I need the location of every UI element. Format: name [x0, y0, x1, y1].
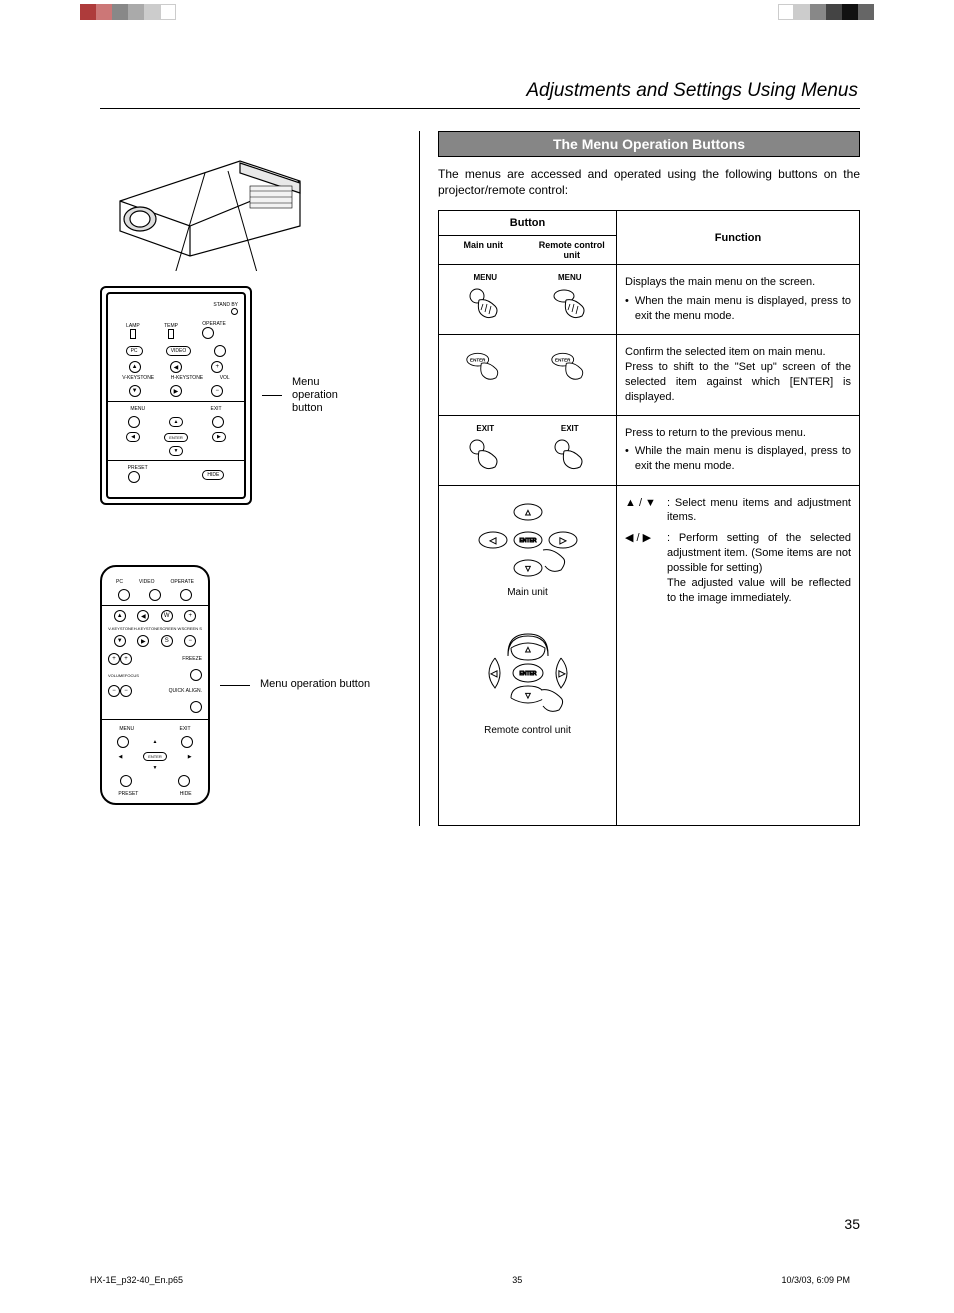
vol-up[interactable]: +: [211, 361, 223, 373]
remote-menu[interactable]: [117, 736, 129, 748]
menu-button-panel[interactable]: [128, 416, 140, 428]
press-icon: ENTER: [550, 349, 590, 383]
up-button[interactable]: ▲: [169, 417, 184, 427]
arrow-def-text: : Select menu items and adjustment items…: [667, 496, 851, 526]
function-table: Button Main unit Remote control unit Fun…: [438, 210, 860, 825]
remote-operate[interactable]: [180, 589, 192, 601]
exit-button-panel[interactable]: [212, 416, 224, 428]
left-button[interactable]: ◀: [126, 432, 140, 442]
table-row: EXIT EXIT Press to return to the previou…: [439, 415, 859, 485]
svg-text:▲: ▲: [524, 508, 532, 517]
press-icon: [550, 437, 590, 471]
press-icon: [465, 286, 505, 320]
arrow-sym: ▲ / ▼: [625, 496, 661, 526]
page-number: 35: [844, 1216, 860, 1232]
remote-preset[interactable]: [120, 775, 132, 787]
footer-date: 10/3/03, 6:09 PM: [781, 1275, 850, 1285]
left-column: STAND BY LAMP TEMP OPERATE PC VIDEO: [100, 131, 420, 826]
dpad-remote-icon: ▲ ◀ ENTER ▶ ▼: [473, 628, 583, 718]
pc-button[interactable]: PC: [126, 346, 143, 356]
svg-text:ENTER: ENTER: [519, 538, 536, 544]
callout-menu-op-1: Menuoperationbutton: [292, 376, 338, 416]
remote-pc[interactable]: [118, 589, 130, 601]
remote-freeze[interactable]: [190, 669, 202, 681]
remote-down[interactable]: ▼: [153, 765, 158, 771]
title-rule: [100, 108, 860, 109]
fn-text: Press to return to the previous menu.: [625, 426, 851, 441]
fn-text: Press to shift to the "Set up" screen of…: [625, 360, 851, 405]
arrow-sym: ◀ / ▶: [625, 531, 661, 605]
svg-text:▼: ▼: [524, 564, 532, 573]
projector-illustration: [100, 131, 320, 271]
section-title-band: The Menu Operation Buttons: [438, 131, 860, 157]
svg-text:ENTER: ENTER: [519, 671, 536, 677]
press-icon: [465, 437, 505, 471]
intro-text: The menus are accessed and operated usin…: [438, 167, 860, 198]
th-remote: Remote control unit: [528, 236, 617, 264]
arrow-def-text: : Perform setting of the selected adjust…: [667, 531, 851, 605]
svg-text:ENTER: ENTER: [555, 358, 571, 363]
hide-button[interactable]: HIDE: [202, 470, 224, 480]
video-button[interactable]: VIDEO: [166, 346, 192, 356]
table-row: MENU MENU Displays the main menu on the …: [439, 264, 859, 334]
hkey-up[interactable]: ◀: [170, 361, 182, 373]
remote-hide[interactable]: [178, 775, 190, 787]
fn-text: Confirm the selected item on main menu.: [625, 345, 851, 360]
vkey-up[interactable]: ▲: [129, 361, 141, 373]
remote-exit[interactable]: [181, 736, 193, 748]
main-unit-panel: STAND BY LAMP TEMP OPERATE PC VIDEO: [106, 292, 246, 499]
vol-dn[interactable]: −: [211, 385, 223, 397]
hkey-dn[interactable]: ▶: [170, 385, 182, 397]
remote-quickalign[interactable]: [190, 701, 202, 713]
remote-left[interactable]: ◀: [118, 754, 122, 760]
svg-text:▲: ▲: [524, 645, 532, 654]
svg-text:▼: ▼: [524, 691, 532, 700]
callout-menu-op-2: Menu operation button: [260, 678, 370, 691]
th-function: Function: [617, 211, 859, 264]
standby-button[interactable]: [214, 345, 226, 357]
th-button: Button: [439, 211, 616, 236]
svg-text:▶: ▶: [559, 536, 566, 545]
fn-text: Displays the main menu on the screen.: [625, 275, 851, 290]
table-row: ▲ ◀ ENTER ▶ ▼ Main unit: [439, 485, 859, 825]
footer: HX-1E_p32-40_En.p65 35 10/3/03, 6:09 PM: [90, 1275, 850, 1285]
enter-button-panel[interactable]: ENTER: [164, 433, 188, 442]
right-button[interactable]: ▶: [212, 432, 226, 442]
press-icon: [550, 286, 590, 320]
preset-button[interactable]: [128, 471, 140, 483]
remote-video[interactable]: [149, 589, 161, 601]
svg-text:◀: ◀: [489, 536, 496, 545]
main-unit-caption: Main unit: [443, 587, 612, 598]
page-title: Adjustments and Settings Using Menus: [100, 80, 860, 102]
table-row: ENTER ENTER Confirm the selected item on…: [439, 334, 859, 414]
dpad-main-icon: ▲ ◀ ENTER ▶ ▼: [473, 500, 583, 580]
th-main-unit: Main unit: [439, 236, 528, 264]
svg-text:◀: ◀: [490, 669, 497, 678]
footer-file: HX-1E_p32-40_En.p65: [90, 1275, 183, 1285]
svg-text:ENTER: ENTER: [470, 358, 486, 363]
footer-page: 35: [512, 1275, 522, 1285]
svg-text:▶: ▶: [558, 669, 565, 678]
remote-right[interactable]: ▶: [188, 754, 192, 760]
press-icon: ENTER: [465, 349, 505, 383]
remote-control: PC VIDEO OPERATE ▲ ◀ W +: [100, 565, 210, 805]
remote-unit-caption: Remote control unit: [443, 725, 612, 736]
vkey-dn[interactable]: ▼: [129, 385, 141, 397]
remote-enter[interactable]: ENTER: [143, 752, 167, 761]
down-button[interactable]: ▼: [169, 446, 184, 456]
right-column: The Menu Operation Buttons The menus are…: [420, 131, 860, 826]
remote-up[interactable]: ▲: [147, 739, 164, 745]
